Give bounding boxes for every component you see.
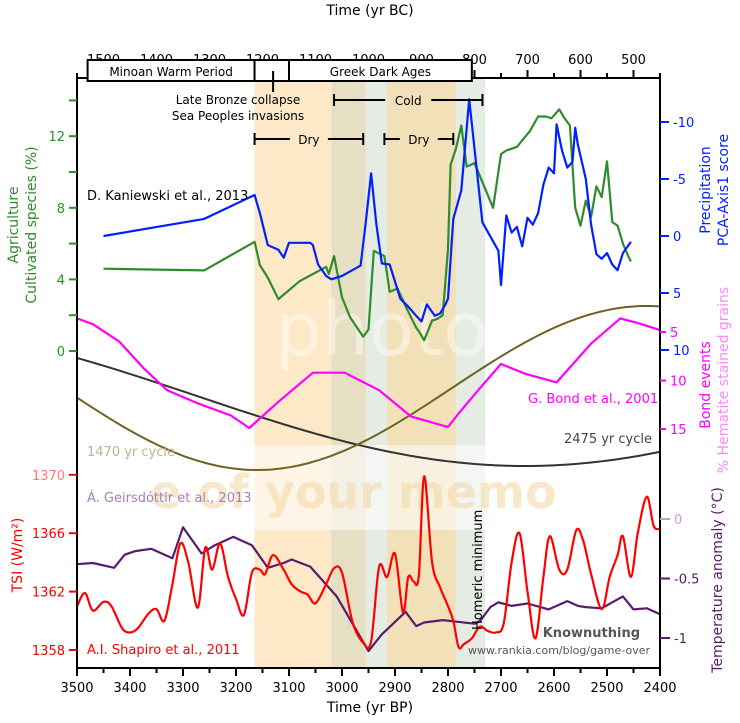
tsi-tick-label: 1358	[32, 644, 65, 659]
bottom-axis-title: Time (yr BP)	[326, 700, 413, 716]
bond-tick-label: 10	[670, 375, 687, 390]
agriculture-axis-label-line1: Agriculture	[6, 187, 22, 264]
bottom-tick-label: 2700	[484, 681, 517, 696]
collapse-label-line1: Late Bronze collapse	[176, 93, 301, 107]
precip-tick-label: -10	[673, 116, 694, 131]
tsi-tick-label: 1370	[32, 469, 65, 484]
kaniewski-label: D. Kaniewski et al., 2013	[87, 189, 248, 204]
bottom-tick-label: 3500	[60, 681, 93, 696]
bottom-tick-label: 2800	[431, 681, 464, 696]
top-tick-label: 700	[515, 53, 540, 68]
period-box-1	[253, 59, 291, 82]
axes: 3500 3400 3300 3200 3100 3000 2900 2800 2700 2600…	[32, 53, 699, 696]
bottom-tick-label: 3300	[166, 681, 199, 696]
temp-tick-label: -0.5	[674, 573, 699, 588]
dry-range-2-label: Dry	[408, 133, 429, 147]
geirsdottir-label: Á. Geirsdóttir et al., 2013	[87, 490, 252, 506]
bond-tick-label: 5	[670, 326, 678, 341]
temp-tick-label: -1	[674, 632, 687, 647]
bottom-tick-label: 2600	[537, 681, 570, 696]
series-agriculture-line	[103, 108, 632, 342]
top-axis-title: Time (yr BC)	[325, 3, 413, 19]
bottom-tick-label: 2400	[643, 681, 676, 696]
bond-tick-label: 15	[670, 423, 687, 438]
period-label-2: Greek Dark Ages	[330, 65, 431, 79]
top-tick-label: 500	[621, 53, 646, 68]
agriculture-tick-label: 4	[57, 273, 65, 288]
precip-axis-label-line1: Precipitation	[698, 146, 714, 234]
temp-tick-label: 0	[674, 513, 682, 528]
bottom-tick-label: 3000	[325, 681, 358, 696]
precip-tick-label: 5	[673, 287, 681, 302]
cycle-1470-line	[76, 305, 661, 472]
precip-axis-label-line2: PCA-Axis1 score	[716, 134, 732, 246]
bond-axis-label-line2: % Hematite stained grains	[716, 287, 732, 473]
agriculture-tick-label: 12	[48, 130, 65, 145]
band-3	[387, 78, 456, 668]
bottom-tick-label: 3200	[219, 681, 252, 696]
cycle1470-label: 1470 yr cycle	[87, 445, 175, 460]
bond-axis-label-line1: Bond events	[698, 341, 714, 429]
bottom-tick-label: 3400	[113, 681, 146, 696]
precip-tick-label: -5	[673, 173, 686, 188]
shapiro-label: A.I. Shapiro et al., 2011	[87, 643, 240, 658]
bottom-tick-label: 3100	[272, 681, 305, 696]
shaded-bands	[254, 78, 486, 668]
precip-tick-label: 10	[673, 344, 690, 359]
temp-axis-label: Temperature anomaly (°C)	[710, 487, 726, 674]
cycle2475-label: 2475 yr cycle	[564, 432, 652, 447]
watermark-memories: e of your memo	[150, 465, 557, 519]
agriculture-tick-label: 8	[57, 202, 65, 217]
period-boxes: Minoan Warm Period Greek Dark Ages	[86, 59, 473, 92]
watermark-photobucket: photob	[275, 287, 535, 373]
dry-range-1-label: Dry	[298, 133, 319, 147]
watermark-banner	[90, 445, 740, 530]
watermarks: photob e of your memo	[90, 287, 740, 530]
cycle-2475-line	[76, 357, 661, 467]
collapse-label-line2: Sea Peoples invasions	[172, 109, 304, 123]
series-tsi-line	[76, 475, 661, 650]
series-temperature-line	[76, 526, 661, 653]
bottom-tick-label: 2500	[590, 681, 623, 696]
top-tick-label: 600	[568, 53, 593, 68]
bond-ref-label: G. Bond et al., 2001	[528, 392, 658, 407]
cold-range-label: Cold	[395, 94, 422, 108]
period-box-2	[288, 59, 473, 82]
tsi-tick-label: 1362	[32, 586, 65, 601]
period-label-0: Minoan Warm Period	[109, 65, 233, 79]
homeric-label: Homeric minimum	[471, 510, 486, 630]
credit-url: www.rankia.com/blog/game-over	[468, 644, 650, 657]
tsi-tick-label: 1366	[32, 527, 65, 542]
series-layer	[76, 98, 661, 653]
bottom-tick-label: 2900	[378, 681, 411, 696]
precip-tick-label: 0	[673, 230, 681, 245]
tsi-axis-label: TSI (W/m²)	[10, 518, 26, 594]
labels: Time (yr BC) Time (yr BP) Agriculture Cu…	[6, 3, 732, 716]
agriculture-axis-label-line2: Cultivated species (%)	[24, 146, 40, 303]
credit-name: Knownuthing	[543, 626, 640, 641]
range-annotations: Cold Dry Dry	[253, 94, 484, 147]
agriculture-tick-label: 0	[57, 345, 65, 360]
